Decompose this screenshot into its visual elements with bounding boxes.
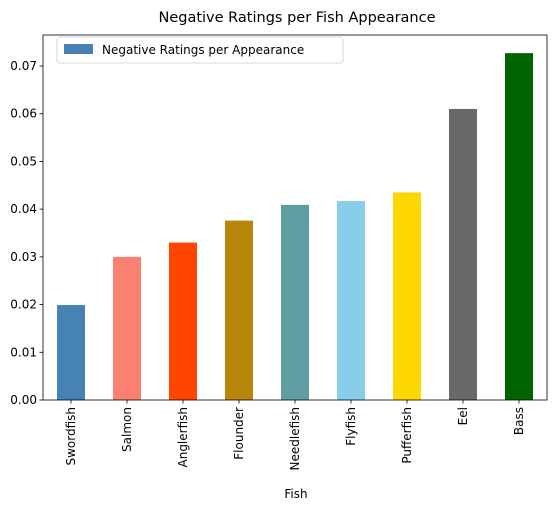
x-tick-label: Bass <box>512 407 526 435</box>
x-tick-label: Flounder <box>232 407 246 460</box>
y-tick-label: 0.00 <box>10 393 37 407</box>
x-tick-label: Flyfish <box>344 407 358 446</box>
bar-flounder <box>225 220 253 400</box>
bars-group <box>57 53 533 401</box>
plot-frame <box>42 34 548 401</box>
bar-anglerfish <box>169 242 197 400</box>
y-tick-label: 0.03 <box>10 250 37 264</box>
x-axis: Swordfish Salmon Anglerfish Flounder Needlef… <box>64 400 526 471</box>
y-tick-label: 0.02 <box>10 298 37 312</box>
bar-pufferfish <box>393 192 421 400</box>
y-tick-label: 0.01 <box>10 345 37 359</box>
legend-label: Negative Ratings per Appearance <box>102 43 304 57</box>
y-axis: 0.00 0.01 0.02 0.03 0.04 0.05 0.06 0.07 <box>10 59 43 407</box>
bar-swordfish <box>57 305 85 400</box>
legend-swatch <box>64 44 93 54</box>
x-axis-title: Fish <box>284 487 307 501</box>
chart-title: Negative Ratings per Fish Appearance <box>158 10 435 26</box>
y-tick-label: 0.05 <box>10 154 37 168</box>
bar-bass <box>505 53 533 401</box>
x-tick-label: Eel <box>456 407 470 425</box>
bar-flyfish <box>337 201 365 400</box>
legend-box <box>56 36 344 64</box>
bar-eel <box>449 108 477 400</box>
x-tick-label: Swordfish <box>64 407 78 466</box>
y-tick-label: 0.06 <box>10 107 37 121</box>
x-tick-label: Salmon <box>120 407 134 452</box>
bar-salmon <box>113 256 141 400</box>
x-tick-label: Anglerfish <box>176 407 190 468</box>
bar-needlefish <box>281 204 309 400</box>
x-tick-label: Pufferfish <box>400 407 414 464</box>
x-tick-label: Needlefish <box>288 407 302 471</box>
y-tick-label: 0.07 <box>10 59 37 73</box>
y-tick-label: 0.04 <box>10 202 37 216</box>
legend: Negative Ratings per Appearance <box>56 36 344 64</box>
